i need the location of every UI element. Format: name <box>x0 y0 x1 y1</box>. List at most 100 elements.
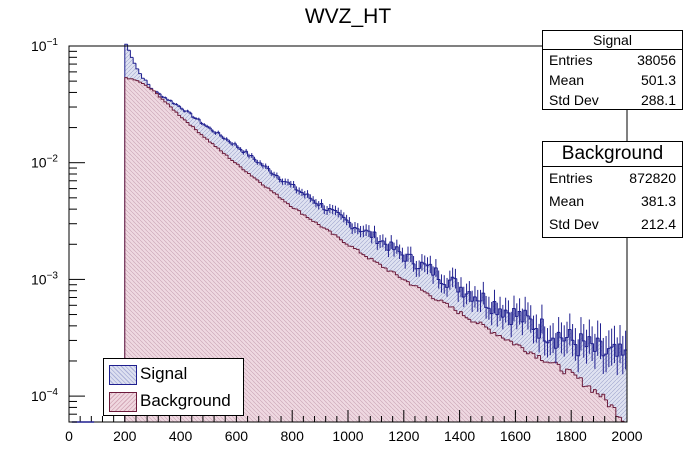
bar-background <box>408 281 413 286</box>
bar-background <box>598 393 602 398</box>
bar-background <box>570 369 574 373</box>
x-tick-label: 1200 <box>388 428 419 444</box>
bar-background <box>160 97 164 100</box>
stats-value: 381.3 <box>640 193 676 209</box>
bar-background <box>528 351 533 354</box>
bar-background <box>180 115 184 119</box>
bar-background <box>618 416 622 418</box>
bar-background <box>219 148 223 152</box>
bar-background <box>294 208 298 210</box>
bar-background <box>255 177 259 181</box>
bar-background <box>442 300 446 303</box>
stats-box-background: Background Entries 872820 Mean 381.3 Std… <box>542 141 683 238</box>
bar-background <box>210 141 215 145</box>
bar-signal <box>127 44 131 51</box>
stats-value: 288.1 <box>640 92 676 108</box>
bar-background <box>609 404 614 407</box>
bar-background <box>459 311 463 314</box>
bar-background <box>157 93 162 98</box>
stats-label: Std Dev <box>549 92 599 108</box>
bar-background <box>174 110 178 113</box>
bar-background <box>308 217 312 220</box>
x-tick-label: 1400 <box>444 428 475 444</box>
bar-background <box>375 261 379 263</box>
bar-background <box>311 219 315 222</box>
bar-background <box>132 78 136 81</box>
bar-background <box>224 153 229 156</box>
bar-background <box>581 377 586 388</box>
bar-background <box>280 197 284 200</box>
bar-background <box>302 214 307 216</box>
bar-background <box>300 210 304 215</box>
bar-background <box>238 164 242 168</box>
legend-item-signal: Signal <box>104 361 243 387</box>
bar-background <box>397 274 402 278</box>
bar-background <box>481 322 485 325</box>
bar-background <box>556 362 561 365</box>
bar-background <box>177 112 181 116</box>
bar-background <box>620 417 625 422</box>
bar-background <box>266 187 270 189</box>
bar-background <box>478 321 482 324</box>
bar-background <box>277 194 282 199</box>
x-tick-label: 1600 <box>500 428 531 444</box>
bar-background <box>470 319 474 323</box>
bar-background <box>487 327 491 330</box>
bar-background <box>149 87 153 90</box>
bar-background <box>333 234 337 236</box>
bar-background <box>526 351 530 355</box>
bar-background <box>336 234 340 238</box>
bar-background <box>433 298 438 301</box>
bar-background <box>514 343 519 345</box>
stats-box-signal: Signal Entries 38056 Mean 501.3 Std Dev … <box>542 30 683 110</box>
bar-background <box>297 209 301 212</box>
bar-background <box>534 353 538 359</box>
bar-background <box>565 368 569 374</box>
y-tick-label: 10−2 <box>31 154 58 171</box>
x-tick-label: 200 <box>113 428 137 444</box>
bar-background <box>138 80 142 83</box>
bar-background <box>286 201 290 205</box>
bar-background <box>606 399 611 408</box>
bar-background <box>542 360 547 363</box>
bar-background <box>495 332 499 337</box>
bar-background <box>341 239 346 244</box>
bar-background <box>339 236 343 241</box>
bar-background <box>316 222 321 226</box>
bar-background <box>576 374 580 379</box>
bar-background <box>540 355 544 361</box>
bar-background <box>445 302 449 304</box>
bar-background <box>593 389 597 393</box>
bar-background <box>202 134 206 138</box>
stats-label: Std Dev <box>549 216 599 232</box>
bar-background <box>579 377 583 379</box>
bar-background <box>548 362 552 364</box>
y-tick-label: 10−4 <box>31 387 58 404</box>
bar-background <box>509 339 513 342</box>
bar-background <box>171 106 176 111</box>
bar-background <box>152 89 156 92</box>
stats-label: Mean <box>549 72 585 88</box>
bar-background <box>489 329 494 334</box>
bar-background <box>400 277 404 280</box>
stats-title-background: Background <box>543 142 682 167</box>
bar-signal <box>143 78 148 81</box>
bar-background <box>288 203 293 208</box>
bar-background <box>500 335 505 339</box>
bar-background <box>573 372 577 376</box>
bar-background <box>612 404 616 408</box>
bar-background <box>517 344 521 346</box>
bar-background <box>475 322 480 325</box>
bar-background <box>127 77 131 80</box>
legend-swatch-background <box>109 392 137 412</box>
bar-background <box>559 364 563 372</box>
stats-value: 212.4 <box>640 216 676 232</box>
bar-background <box>453 306 457 311</box>
bar-background <box>372 258 376 262</box>
x-tick-label: 1800 <box>556 428 587 444</box>
bar-background <box>247 171 251 174</box>
bar-background <box>456 310 460 315</box>
bar-background <box>258 179 262 183</box>
bar-signal <box>146 80 150 85</box>
stats-label: Entries <box>549 52 593 68</box>
